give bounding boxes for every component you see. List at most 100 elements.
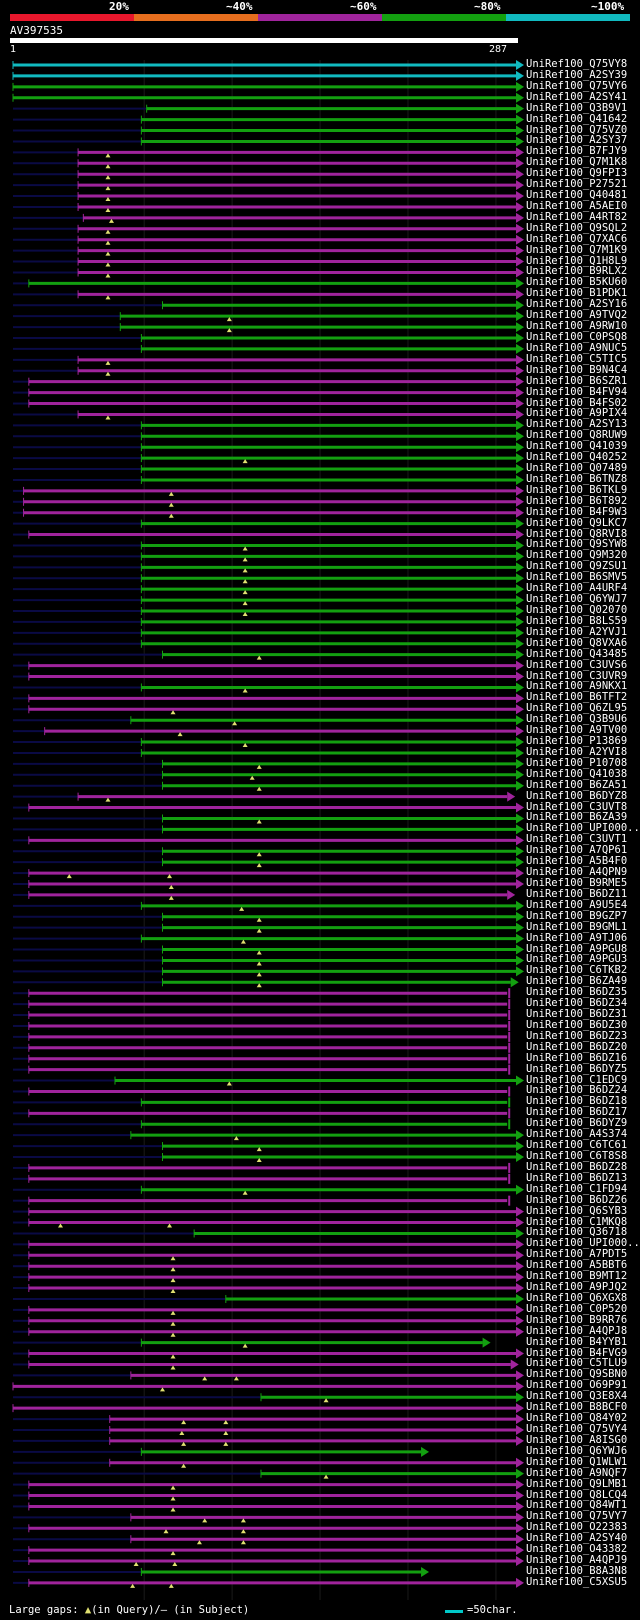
hit-label[interactable]: UniRef100_A2SY41 bbox=[526, 90, 628, 103]
hit-label[interactable]: UniRef100_Q9FPI3 bbox=[526, 167, 628, 180]
hit-label[interactable]: UniRef100_Q75VY8 bbox=[526, 58, 628, 70]
hit-label[interactable]: UniRef100_A2SY39 bbox=[526, 68, 628, 81]
hit-label[interactable]: UniRef100_B5KU60 bbox=[526, 276, 628, 289]
hit-label[interactable]: UniRef100_A9PGU8 bbox=[526, 942, 628, 955]
hit-label[interactable]: UniRef100_B4FVG9 bbox=[526, 1346, 628, 1359]
hit-label[interactable]: UniRef100_C0P520 bbox=[526, 1302, 628, 1315]
hit-label[interactable]: UniRef100_Q9M320 bbox=[526, 549, 628, 562]
hit-label[interactable]: UniRef100_Q7M1K9 bbox=[526, 243, 628, 256]
hit-label[interactable]: UniRef100_A9TV00 bbox=[526, 724, 628, 737]
hit-label[interactable]: UniRef100_C3UVT8 bbox=[526, 800, 628, 813]
hit-label[interactable]: UniRef100_C3UVR9 bbox=[526, 669, 628, 682]
hit-label[interactable]: UniRef100_A9NUC5 bbox=[526, 341, 628, 354]
hit-label[interactable]: UniRef100_B8BCF0 bbox=[526, 1401, 628, 1414]
hit-label[interactable]: UniRef100_A9PJQ2 bbox=[526, 1281, 628, 1294]
hit-label[interactable]: UniRef100_Q02070 bbox=[526, 604, 628, 616]
hit-label[interactable]: UniRef100_Q40252 bbox=[526, 451, 628, 464]
hit-label[interactable]: UniRef100_O22383 bbox=[526, 1521, 628, 1534]
hit-label[interactable]: UniRef100_Q7XAC6 bbox=[526, 232, 628, 245]
hit-label[interactable]: UniRef100_B6DZ13 bbox=[526, 1171, 628, 1184]
hit-label[interactable]: UniRef100_A5AEI0 bbox=[526, 199, 628, 212]
hit-label[interactable]: UniRef100_Q6YWJ6 bbox=[526, 1444, 628, 1457]
hit-label[interactable]: UniRef100_A4RT82 bbox=[526, 210, 628, 223]
hit-label[interactable]: UniRef100_Q8VXA6 bbox=[526, 636, 628, 649]
hit-label[interactable]: UniRef100_Q9SYW8 bbox=[526, 538, 628, 551]
hit-label[interactable]: UniRef100_B4FS02 bbox=[526, 396, 628, 409]
hit-label[interactable]: UniRef100_B4YYB1 bbox=[526, 1335, 628, 1348]
hit-label[interactable]: UniRef100_A4QPJ8 bbox=[526, 1324, 628, 1337]
hit-label[interactable]: UniRef100_O43382 bbox=[526, 1543, 628, 1556]
hit-label[interactable]: UniRef100_A9TVQ2 bbox=[526, 309, 628, 322]
hit-label[interactable]: UniRef100_A2SY16 bbox=[526, 298, 628, 311]
hit-label[interactable]: UniRef100_C6T8S8 bbox=[526, 1150, 628, 1162]
hit-label[interactable]: UniRef100_Q41039 bbox=[526, 440, 628, 453]
hit-label[interactable]: UniRef100_C3UVS6 bbox=[526, 658, 628, 671]
hit-label[interactable]: UniRef100_Q84Y02 bbox=[526, 1412, 628, 1425]
hit-label[interactable]: UniRef100_Q1WLW1 bbox=[526, 1455, 628, 1468]
hit-label[interactable]: UniRef100_B9N4C4 bbox=[526, 363, 628, 376]
hit-label[interactable]: UniRef100_Q9SBN0 bbox=[526, 1368, 628, 1381]
hit-label[interactable]: UniRef100_P13869 bbox=[526, 735, 628, 748]
hit-label[interactable]: UniRef100_C1FD94 bbox=[526, 1182, 628, 1195]
hit-label[interactable]: UniRef100_A9PGU3 bbox=[526, 953, 628, 966]
hit-label[interactable]: UniRef100_Q75VY6 bbox=[526, 79, 628, 92]
hit-label[interactable]: UniRef100_B6DZ20 bbox=[526, 1040, 628, 1053]
hit-label[interactable]: UniRef100_B6DZ30 bbox=[526, 1018, 628, 1031]
hit-label[interactable]: UniRef100_B6DZ24 bbox=[526, 1084, 628, 1097]
hit-label[interactable]: UniRef100_Q75VY4 bbox=[526, 1423, 628, 1435]
hit-label[interactable]: UniRef100_A9RW10 bbox=[526, 320, 628, 333]
hit-label[interactable]: UniRef100_B6DZ31 bbox=[526, 1008, 628, 1021]
hit-label[interactable]: UniRef100_B6TKL9 bbox=[526, 483, 628, 496]
hit-label[interactable]: UniRef100_Q41642 bbox=[526, 112, 628, 125]
hit-label[interactable]: UniRef100_C6TKB2 bbox=[526, 964, 628, 977]
hit-label[interactable]: UniRef100_Q3B9U6 bbox=[526, 713, 628, 726]
hit-label[interactable]: UniRef100_Q9ZSU1 bbox=[526, 560, 628, 573]
hit-label[interactable]: UniRef100_B6DZ26 bbox=[526, 1193, 628, 1206]
hit-label[interactable]: UniRef100_B6DZ17 bbox=[526, 1106, 628, 1119]
hit-label[interactable]: UniRef100_B7FJY9 bbox=[526, 145, 628, 158]
hit-label[interactable]: UniRef100_O69P91 bbox=[526, 1379, 628, 1392]
hit-label[interactable]: UniRef100_B6DZ11 bbox=[526, 887, 628, 900]
hit-label[interactable]: UniRef100_A2SY13 bbox=[526, 418, 628, 431]
hit-label[interactable]: UniRef100_Q36718 bbox=[526, 1226, 628, 1239]
hit-label[interactable]: UniRef100_C5XSU5 bbox=[526, 1575, 628, 1588]
hit-label[interactable]: UniRef100_B6DZ18 bbox=[526, 1095, 628, 1108]
hit-label[interactable]: UniRef100_Q3E8X4 bbox=[526, 1390, 628, 1403]
hit-label[interactable]: UniRef100_B9RR76 bbox=[526, 1313, 628, 1326]
hit-label[interactable]: UniRef100_Q9LMB1 bbox=[526, 1477, 628, 1490]
hit-label[interactable]: UniRef100_Q75VY7 bbox=[526, 1510, 628, 1523]
hit-label[interactable]: UniRef100_A2SY40 bbox=[526, 1532, 628, 1545]
hit-label[interactable]: UniRef100_B6ZA51 bbox=[526, 778, 628, 791]
hit-label[interactable]: UniRef100_Q8RUW9 bbox=[526, 429, 628, 442]
hit-label[interactable]: UniRef100_B6TNZ8 bbox=[526, 472, 628, 485]
hit-label[interactable]: UniRef100_P10708 bbox=[526, 756, 628, 769]
hit-label[interactable]: UniRef100_B6DZ28 bbox=[526, 1160, 628, 1173]
hit-label[interactable]: UniRef100_Q8LCQ4 bbox=[526, 1488, 628, 1501]
hit-label[interactable]: UniRef100_UPI000.. bbox=[526, 1237, 640, 1250]
hit-label[interactable]: UniRef100_B8A3N8 bbox=[526, 1564, 628, 1577]
hit-label[interactable]: UniRef100_A7QP61 bbox=[526, 844, 628, 857]
hit-label[interactable]: UniRef100_A9NKX1 bbox=[526, 680, 628, 693]
hit-label[interactable]: UniRef100_A4URF4 bbox=[526, 582, 628, 595]
hit-label[interactable]: UniRef100_C6TC61 bbox=[526, 1139, 628, 1152]
hit-label[interactable]: UniRef100_A2YVJ1 bbox=[526, 625, 628, 638]
hit-label[interactable]: UniRef100_B6DYZ9 bbox=[526, 1117, 628, 1130]
hit-label[interactable]: UniRef100_Q6XGX8 bbox=[526, 1291, 628, 1304]
hit-label[interactable]: UniRef100_B9MT12 bbox=[526, 1270, 628, 1283]
hit-label[interactable]: UniRef100_A8ISG0 bbox=[526, 1433, 628, 1446]
hit-label[interactable]: UniRef100_B6ZA39 bbox=[526, 811, 628, 824]
hit-label[interactable]: UniRef100_C1MKQ8 bbox=[526, 1215, 628, 1228]
hit-label[interactable]: UniRef100_B6ZA49 bbox=[526, 975, 628, 988]
hit-label[interactable]: UniRef100_Q9LKC7 bbox=[526, 516, 628, 529]
hit-label[interactable]: UniRef100_A9PIX4 bbox=[526, 407, 628, 420]
hit-label[interactable]: UniRef100_Q75VZ0 bbox=[526, 123, 628, 136]
hit-label[interactable]: UniRef100_B6SZR1 bbox=[526, 374, 628, 387]
hit-label[interactable]: UniRef100_Q1H8L9 bbox=[526, 254, 628, 267]
hit-label[interactable]: UniRef100_B9GML1 bbox=[526, 920, 628, 933]
hit-label[interactable]: UniRef100_A5B4F0 bbox=[526, 855, 628, 868]
hit-label[interactable]: UniRef100_Q84WT1 bbox=[526, 1499, 628, 1512]
hit-label[interactable]: UniRef100_B1PDK1 bbox=[526, 287, 628, 300]
hit-label[interactable]: UniRef100_Q6YWJ7 bbox=[526, 593, 628, 606]
hit-label[interactable]: UniRef100_B6DYZ5 bbox=[526, 1062, 628, 1075]
hit-label[interactable]: UniRef100_Q41038 bbox=[526, 767, 628, 780]
